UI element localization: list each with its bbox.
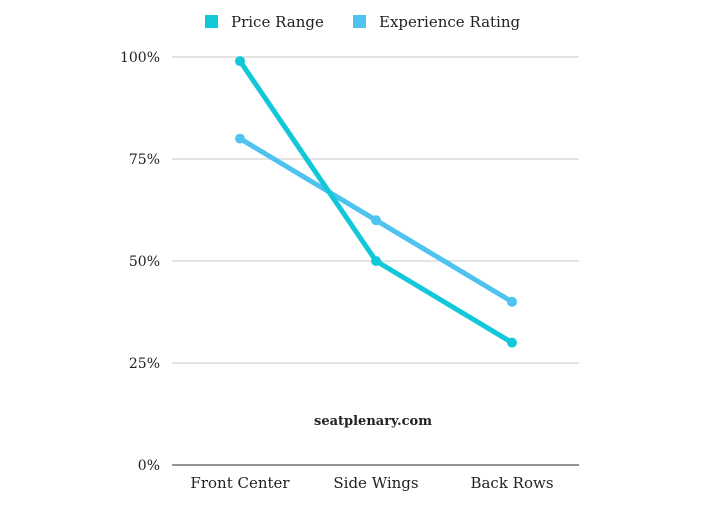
legend-label-experience-rating: Experience Rating	[379, 13, 521, 31]
y-tick-label: 0%	[138, 458, 160, 474]
y-tick-label: 50%	[129, 254, 160, 270]
data-point	[371, 256, 381, 266]
y-tick-label: 25%	[129, 356, 160, 372]
data-point	[235, 133, 245, 144]
x-tick-label: Back Rows	[470, 474, 553, 492]
watermark: seatplenary.com	[314, 414, 432, 429]
legend-label-price-range: Price Range	[231, 13, 324, 31]
legend: Price Range Experience Rating	[205, 13, 521, 31]
data-point	[235, 56, 245, 67]
y-axis-labels: 0% 25% 50% 75% 100%	[120, 50, 160, 474]
data-point	[507, 337, 517, 348]
series-line	[237, 58, 515, 346]
x-axis-labels: Front Center Side Wings Back Rows	[190, 474, 553, 492]
x-tick-label: Front Center	[190, 474, 290, 492]
legend-swatch-price-range	[205, 15, 218, 28]
y-tick-label: 75%	[129, 152, 160, 168]
legend-swatch-experience-rating	[353, 15, 366, 28]
y-tick-label: 100%	[120, 50, 160, 66]
data-point	[371, 215, 381, 226]
data-point	[507, 296, 517, 307]
series-lines	[235, 56, 517, 348]
x-tick-label: Side Wings	[333, 474, 418, 492]
